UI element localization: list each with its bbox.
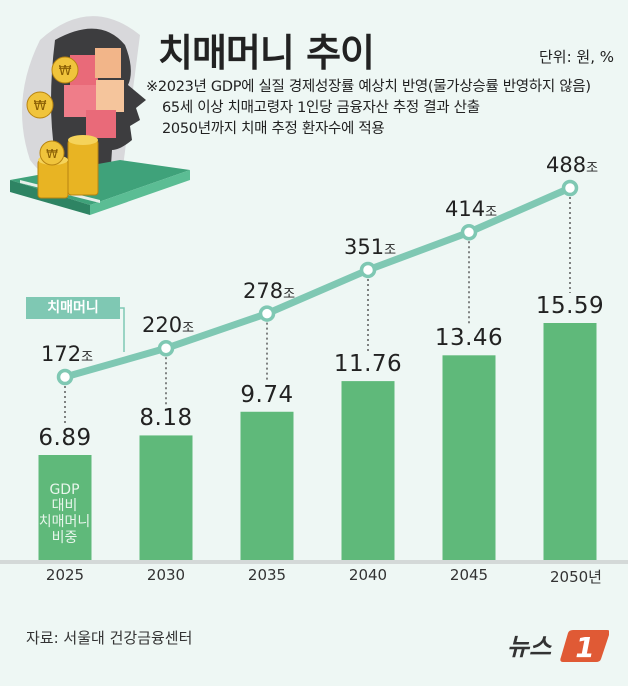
legend-connector	[120, 307, 125, 352]
chart-title: 치매머니 추이	[158, 31, 375, 75]
bar	[139, 435, 193, 560]
bar-value-label: 8.18	[139, 405, 193, 432]
logo-number: 1	[575, 631, 594, 664]
bar-value-label: 11.76	[333, 351, 403, 378]
bar-note-line: GDP	[49, 482, 80, 498]
note-line: 65세 이상 치매고령자 1인당 금융자산 추정 결과 산출	[162, 100, 480, 116]
line-value-label: 488조	[545, 153, 599, 177]
x-axis-label: 2050년	[550, 568, 602, 586]
x-axis-label: 2030	[146, 566, 186, 584]
bar	[341, 381, 395, 560]
bar	[543, 323, 597, 560]
svg-text:₩: ₩	[46, 147, 58, 161]
line-point-marker	[56, 368, 74, 386]
line-point-marker	[359, 261, 377, 279]
dementia-money-illustration: ₩ ₩ ₩	[10, 16, 190, 215]
svg-text:₩: ₩	[59, 64, 72, 79]
line-value-label: 220조	[141, 313, 195, 338]
legend-line-tag: 치매머니	[26, 297, 120, 319]
bar-note-line: 치매머니	[38, 514, 91, 530]
bar	[38, 455, 92, 560]
news1-logo: 뉴스 1	[507, 630, 609, 664]
bar	[442, 355, 496, 560]
line-value-label: 172조	[40, 342, 94, 366]
legend-bar-note: GDP 대비 치매머니 비중	[38, 482, 91, 546]
line-point-marker	[561, 179, 579, 197]
bar-value-label: 6.89	[38, 425, 92, 451]
bar	[240, 411, 294, 560]
bar-value-label: 15.59	[535, 293, 605, 319]
source-text: 자료: 서울대 건강금융센터	[26, 629, 193, 647]
bar-value-label: 9.74	[240, 381, 294, 408]
note-line: 2050년까지 치매 추정 환자수에 적용	[162, 121, 385, 137]
logo-text: 뉴스	[507, 633, 552, 661]
line-point-marker	[157, 340, 175, 357]
bar-note-line: 비중	[51, 530, 78, 546]
bar-value-label: 13.46	[434, 325, 504, 352]
unit-label: 단위: 원, %	[538, 48, 614, 66]
money-trend-line	[64, 184, 572, 381]
bar-note-line: 대비	[51, 498, 78, 514]
line-point-marker	[258, 305, 276, 322]
x-axis-baseline	[0, 560, 628, 564]
x-axis-label: 2045	[449, 566, 489, 584]
chart-notes: ※2023년 GDP에 실질 경제성장률 예상치 반영(물가상승률 반영하지 않…	[146, 77, 591, 140]
line-value-label: 414조	[444, 197, 498, 222]
svg-text:₩: ₩	[34, 99, 47, 114]
line-point-marker	[460, 224, 478, 241]
note-line: ※2023년 GDP에 실질 경제성장률 예상치 반영(물가상승률 반영하지 않…	[146, 79, 591, 95]
x-axis-label: 2035	[247, 566, 287, 584]
x-axis-label: 2040	[348, 566, 388, 584]
logo-badge-icon	[560, 630, 609, 662]
line-value-label: 278조	[242, 278, 296, 303]
line-value-label: 351조	[343, 234, 397, 259]
x-axis-label: 2025	[45, 566, 85, 584]
